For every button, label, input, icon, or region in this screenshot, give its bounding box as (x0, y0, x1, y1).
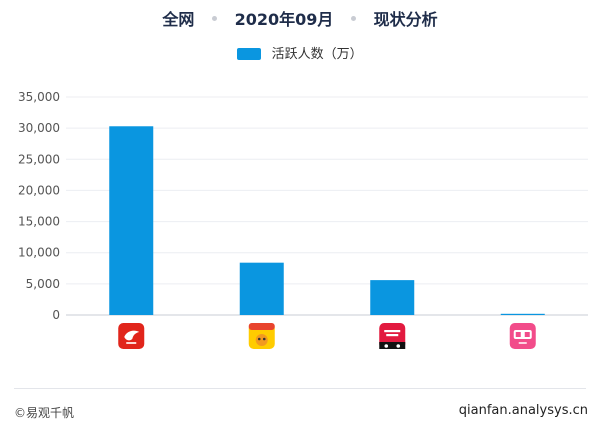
chart-title: 全网 2020年09月 现状分析 (0, 6, 600, 30)
y-tick-label: 10,000 (18, 246, 60, 260)
y-tick-label: 30,000 (18, 121, 60, 135)
suning-app-icon (248, 323, 275, 349)
y-tick-label: 5,000 (26, 277, 60, 291)
legend-swatch (237, 47, 262, 60)
legend-label: 活跃人数（万） (271, 47, 363, 62)
title-scope: 全网 (162, 10, 195, 29)
title-period: 2020年09月 (234, 10, 334, 29)
title-subject: 现状分析 (373, 10, 438, 29)
site-url[interactable]: qianfan.analysys.cn (458, 403, 588, 418)
title-separator-dot (350, 16, 356, 21)
y-tick-label: 35,000 (18, 90, 60, 104)
copyright-text: ©易观千帆 (14, 406, 75, 420)
gome-app-icon (509, 323, 536, 349)
tmall-app-icon (379, 323, 406, 349)
bar[interactable] (370, 280, 415, 315)
footer-divider (14, 388, 586, 389)
y-tick-label: 15,000 (18, 215, 60, 229)
y-tick-label: 25,000 (18, 152, 60, 166)
y-tick-label: 20,000 (18, 183, 60, 197)
bar[interactable] (239, 262, 284, 315)
jd-app-icon (118, 323, 145, 349)
title-separator-dot (212, 16, 218, 21)
bar[interactable] (109, 126, 154, 315)
bar[interactable] (500, 313, 545, 315)
chart-legend[interactable]: 活跃人数（万） (0, 43, 600, 62)
y-tick-label: 0 (52, 308, 60, 322)
